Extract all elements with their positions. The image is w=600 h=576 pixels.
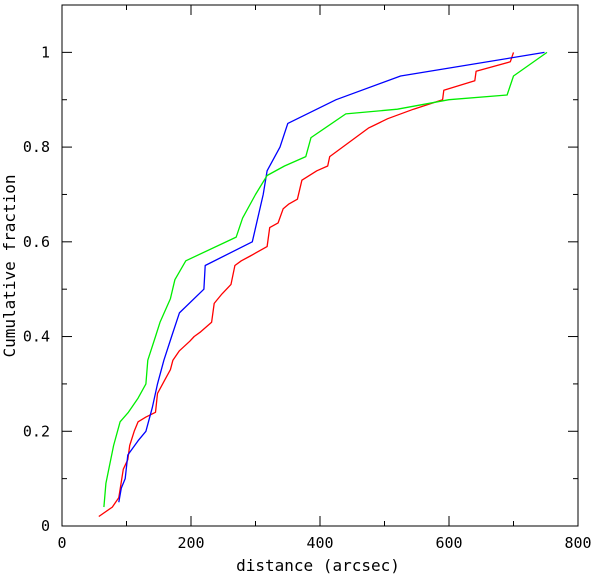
x-tick-label: 200 (177, 534, 204, 552)
y-tick-label: 0.2 (23, 422, 50, 440)
x-tick-label: 800 (564, 534, 591, 552)
series-line-3 (103, 51, 548, 508)
y-tick-label: 1 (41, 43, 50, 61)
y-tick-label: 0.4 (23, 328, 50, 346)
x-tick-label: 0 (57, 534, 66, 552)
plot-frame (61, 4, 579, 527)
axis-tick-labels: 0 200 400 600 800 0 0.2 0.4 0.6 0.8 1 (23, 43, 592, 552)
x-axis-label: distance (arcsec) (236, 556, 400, 575)
y-axis-label: Cumulative fraction (0, 174, 19, 357)
y-tick-label: 0.8 (23, 138, 50, 156)
series-line-2 (118, 51, 545, 503)
x-tick-label: 400 (306, 534, 333, 552)
y-tick-label: 0 (41, 517, 50, 535)
axis-ticks (61, 4, 579, 527)
y-tick-label: 0.6 (23, 233, 50, 251)
x-tick-label: 600 (435, 534, 462, 552)
data-series (98, 51, 548, 518)
series-line-1 (98, 52, 515, 518)
